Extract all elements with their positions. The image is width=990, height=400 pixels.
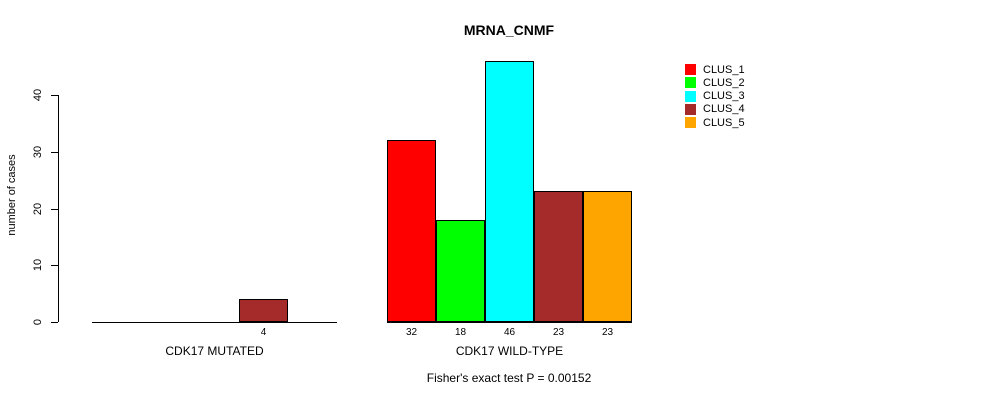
bar-clus_4 <box>239 299 288 322</box>
y-axis-line <box>58 95 59 322</box>
bar-value-label: 4 <box>260 327 267 338</box>
legend-color-swatch <box>685 103 696 115</box>
legend-item-clus_4: CLUS_4 <box>685 103 745 116</box>
legend-color-swatch <box>685 117 696 128</box>
legend-label: CLUS_2 <box>703 76 745 89</box>
bar-clus_2 <box>436 219 485 322</box>
legend-label: CLUS_4 <box>703 103 745 116</box>
x-group-label-mutated: CDK17 MUTATED <box>165 344 264 358</box>
legend-color-swatch <box>685 90 696 102</box>
bar-value-label: 23 <box>552 327 565 338</box>
legend-label: CLUS_1 <box>703 63 745 76</box>
y-tick-mark <box>51 208 58 210</box>
y-tick-mark <box>51 151 58 153</box>
legend-color-swatch <box>685 77 696 89</box>
fisher-test-caption: Fisher's exact test P = 0.00152 <box>426 371 592 385</box>
bar-clus_5 <box>583 191 632 322</box>
legend-item-clus_1: CLUS_1 <box>685 63 745 76</box>
y-tick-label: 30 <box>32 145 44 158</box>
chart-title: MRNA_CNMF <box>463 22 555 38</box>
y-tick-label: 40 <box>32 88 44 102</box>
y-tick-label: 20 <box>32 202 44 215</box>
bar-clus_1 <box>387 140 436 322</box>
bar-value-label: 23 <box>601 327 614 338</box>
bar-value-label: 32 <box>405 327 418 338</box>
x-group-label-wildtype: CDK17 WILD-TYPE <box>455 344 564 358</box>
legend-item-clus_3: CLUS_3 <box>685 90 745 103</box>
legend-item-clus_5: CLUS_5 <box>685 116 745 129</box>
legend-color-swatch <box>685 64 696 75</box>
bar-value-label: 18 <box>454 327 467 338</box>
legend-label: CLUS_3 <box>703 90 745 102</box>
y-tick-label: 10 <box>32 259 44 272</box>
y-tick-mark <box>51 95 58 96</box>
y-tick-mark <box>51 265 58 267</box>
bar-clus_4 <box>534 191 583 322</box>
legend-label: CLUS_5 <box>703 116 745 129</box>
group-baseline <box>387 322 632 323</box>
y-tick-label: 0 <box>32 318 44 326</box>
y-tick-mark <box>51 322 58 323</box>
legend-item-clus_2: CLUS_2 <box>685 76 745 89</box>
group-baseline <box>92 322 337 323</box>
bar-value-label: 46 <box>503 327 516 338</box>
bar-clus_3 <box>485 60 534 322</box>
y-axis-label: number of cases <box>6 154 18 236</box>
